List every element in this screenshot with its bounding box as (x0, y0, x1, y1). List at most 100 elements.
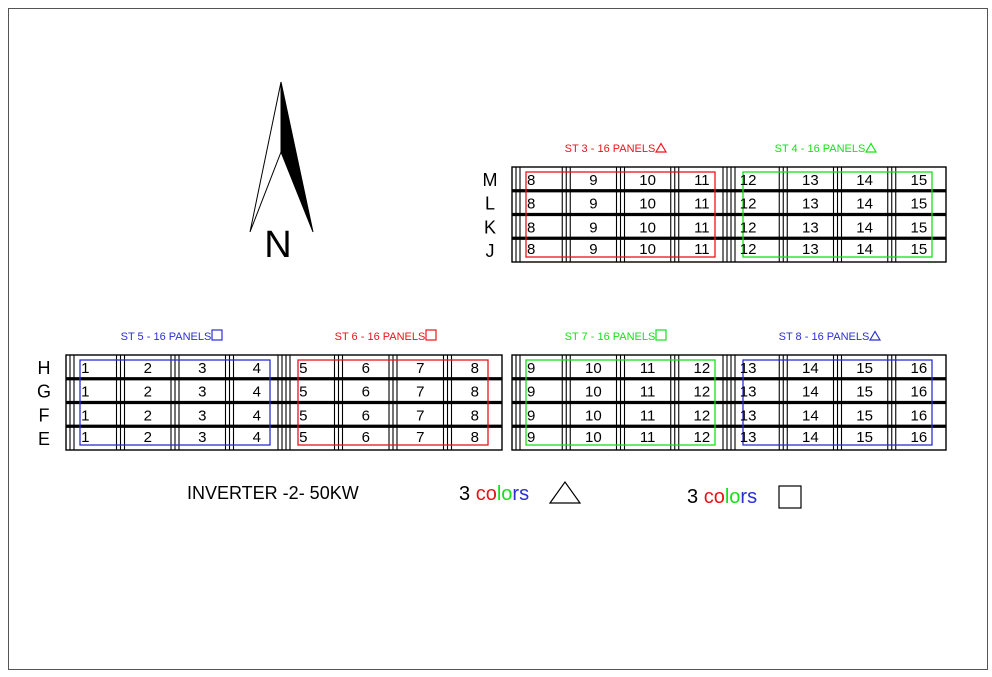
panel-number: 11 (640, 429, 656, 446)
triangle-icon (654, 142, 668, 153)
panel-number: 3 (198, 384, 206, 401)
panel-number: 13 (740, 407, 757, 424)
panel-number: 12 (740, 196, 757, 213)
triangle-icon (864, 142, 878, 153)
panel-number: 12 (694, 407, 711, 424)
panel-number: 10 (585, 407, 602, 424)
panel-number: 3 (198, 429, 206, 446)
panel-number: 2 (144, 384, 152, 401)
legend-letter: r (512, 483, 519, 505)
row-label-E: E (38, 429, 50, 449)
panel-number: 9 (527, 407, 535, 424)
panel-number: 6 (362, 407, 370, 424)
panel-number: 2 (144, 407, 152, 424)
panel-number: 15 (856, 407, 873, 424)
panel-number: 7 (416, 407, 424, 424)
row-label-M: M (483, 170, 498, 190)
string-outline-2 (297, 359, 489, 446)
legend-prefix: 3 (459, 483, 476, 505)
panel-number: 6 (362, 429, 370, 446)
panel-number: 8 (527, 219, 535, 236)
panel-number: 10 (585, 429, 602, 446)
square-icon (425, 329, 437, 341)
legend-text: 3 colors (459, 483, 529, 505)
string-title: ST 8 - 16 PANELS (779, 331, 870, 343)
square-icon (211, 329, 223, 341)
panel-number: 14 (802, 360, 819, 377)
panel-number: 6 (362, 384, 370, 401)
inverter-label: INVERTER -2- 50KW (187, 483, 359, 503)
panel-number: 1 (81, 429, 89, 446)
string-outline-2 (742, 171, 933, 258)
legend-letter: o (501, 483, 512, 505)
legend-prefix: 3 (687, 486, 704, 508)
panel-number: 14 (856, 219, 873, 236)
north-arrow: N (249, 81, 314, 266)
panel-number: 2 (144, 360, 152, 377)
panel-number: 15 (911, 219, 928, 236)
square-icon (778, 485, 802, 509)
panel-number: 4 (253, 384, 261, 401)
panel-number: 3 (198, 360, 206, 377)
legend-item-square: 3 colors (687, 485, 802, 509)
panel-number: 9 (589, 196, 597, 213)
panel-number: 11 (694, 219, 710, 236)
row-label-K: K (484, 217, 496, 237)
panel-number: 8 (471, 429, 479, 446)
panel-number: 8 (471, 407, 479, 424)
panel-number: 13 (802, 241, 819, 258)
legend-letter: s (519, 483, 529, 505)
string-title: ST 6 - 16 PANELS (335, 331, 426, 343)
panel-number: 13 (740, 429, 757, 446)
panel-number: 5 (299, 384, 307, 401)
row-label-G: G (37, 382, 51, 402)
string-title: ST 7 - 16 PANELS (565, 331, 656, 343)
panel-number: 8 (527, 196, 535, 213)
panel-number: 13 (802, 219, 819, 236)
panel-number: 11 (694, 241, 710, 258)
panel-number: 12 (740, 241, 757, 258)
row-label-J: J (486, 241, 495, 261)
panel-number: 13 (740, 360, 757, 377)
panel-number: 14 (802, 429, 819, 446)
panel-number: 5 (299, 429, 307, 446)
legend-letter: r (740, 486, 747, 508)
panel-number: 3 (198, 407, 206, 424)
panel-number: 10 (639, 219, 656, 236)
legend: 3 colors 3 colors (459, 480, 802, 509)
panel-number: 13 (802, 196, 819, 213)
panel-number: 10 (639, 241, 656, 258)
legend-letter: l (725, 486, 729, 508)
panel-number: 8 (527, 172, 535, 189)
string-outline-2 (742, 359, 933, 446)
panel-number: 12 (694, 360, 711, 377)
row-label-L: L (485, 194, 495, 214)
string-title: ST 3 - 16 PANELS (565, 143, 656, 155)
panel-number: 9 (589, 219, 597, 236)
panel-number: 14 (856, 196, 873, 213)
panel-number: 9 (527, 429, 535, 446)
north-arrow-right-half-icon (280, 81, 314, 233)
panel-number: 7 (416, 384, 424, 401)
panel-number: 11 (640, 407, 656, 424)
north-letter: N (264, 224, 291, 266)
panel-number: 9 (527, 384, 535, 401)
panel-number: 15 (911, 241, 928, 258)
legend-item-triangle: 3 colors (459, 480, 582, 505)
panel-number: 14 (802, 384, 819, 401)
legend-letter: l (497, 483, 501, 505)
legend-letter: o (714, 486, 725, 508)
drawing-sheet (8, 8, 988, 670)
legend-letter: c (704, 486, 714, 508)
panel-number: 15 (911, 172, 928, 189)
panel-number: 9 (589, 172, 597, 189)
panel-number: 8 (471, 360, 479, 377)
legend-letter: o (486, 483, 497, 505)
panel-number: 4 (253, 360, 261, 377)
panel-number: 14 (802, 407, 819, 424)
panel-number: 2 (144, 429, 152, 446)
row-label-F: F (39, 405, 50, 425)
